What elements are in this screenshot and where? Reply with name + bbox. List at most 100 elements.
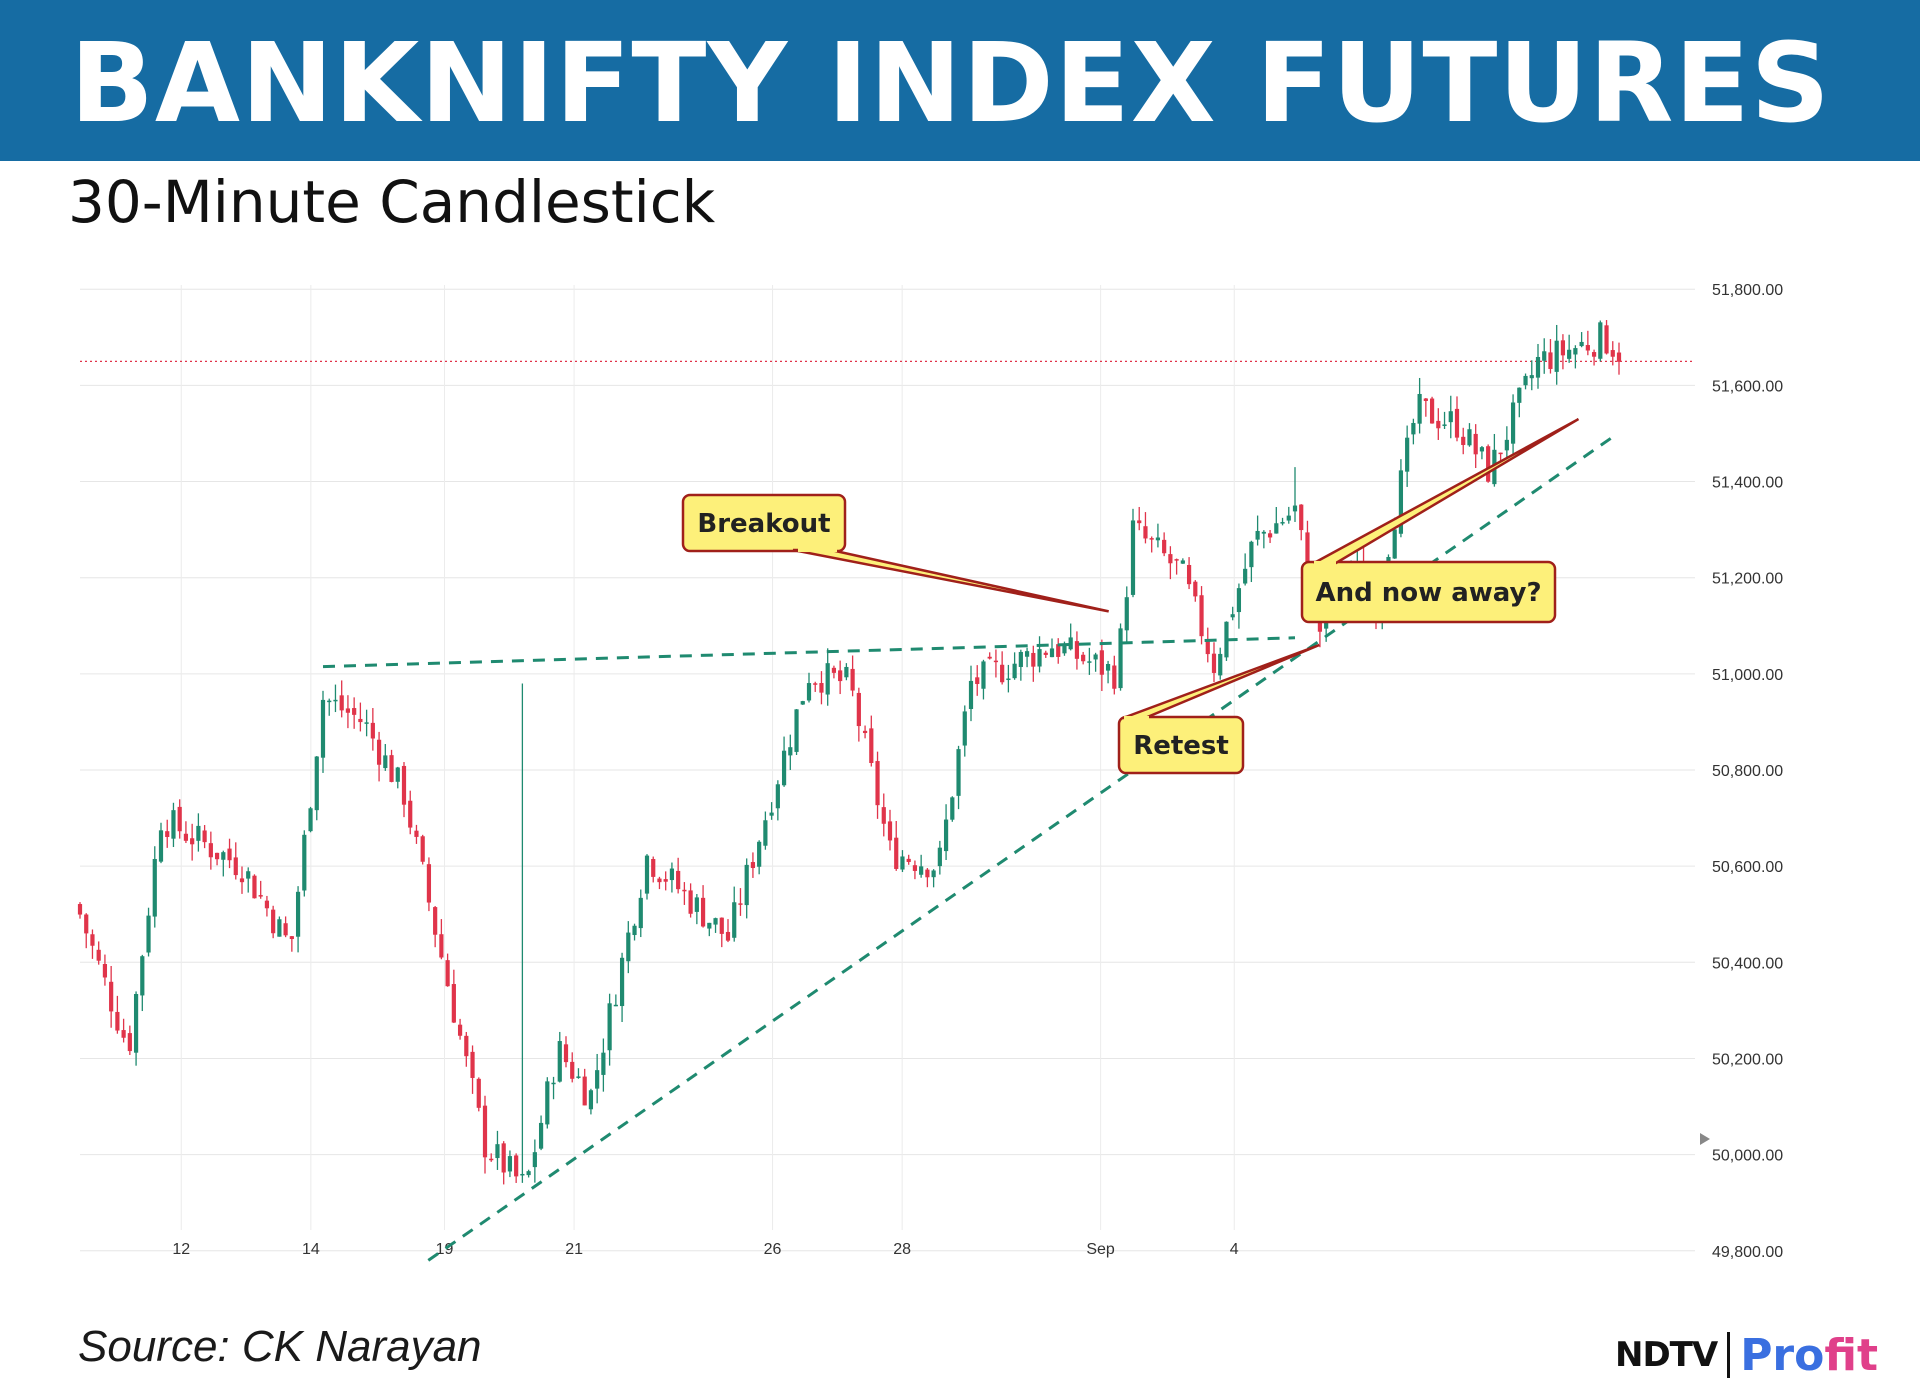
candle [931,869,936,888]
candle [1280,517,1285,526]
candle [271,905,276,939]
candle [595,1053,600,1104]
candle [439,919,444,960]
candle [327,698,332,716]
candle [190,823,195,861]
candle-body [1510,402,1516,444]
logo-profit: Profit [1740,1330,1878,1381]
candle [532,1139,537,1183]
candle-body [881,807,886,824]
candle [1405,425,1410,487]
candle [1274,506,1279,534]
candle-body [1137,520,1142,524]
candle [121,1018,126,1043]
callout-label: Breakout [697,509,830,539]
candle-body [314,756,319,811]
y-tick-label: 51,200.00 [1712,571,1783,588]
candle [1591,349,1597,366]
candle [358,702,363,732]
candle-body [732,902,737,938]
candle [1429,396,1435,424]
candle-body [395,767,400,782]
candle [127,1025,132,1055]
candle [1442,411,1447,430]
candle [663,871,668,891]
candle [208,831,213,870]
candle-body [1087,661,1092,663]
candle [850,655,855,697]
candle-body [1398,470,1404,534]
candle [376,731,382,782]
candle [1560,334,1566,370]
candle [1193,580,1198,602]
candle [894,821,899,871]
callout-label: Retest [1133,731,1229,761]
candle [725,919,731,943]
candle-body [190,838,195,845]
candle [1000,651,1005,685]
candle-body [1604,325,1609,354]
candle-body [1517,387,1522,403]
candle [1579,332,1584,348]
candle-body [850,668,855,691]
candle [1523,373,1528,390]
candle [1610,341,1615,366]
candle [1068,623,1073,651]
candle [794,709,799,756]
candle-body [1598,322,1603,359]
candle [1261,530,1266,549]
candle [426,857,432,912]
candle [925,868,930,888]
candle [333,684,338,713]
candle [950,796,955,822]
candle-body [1230,614,1235,618]
candle [719,917,724,948]
candle [214,852,220,866]
candle-body [968,680,974,709]
candle-body [831,667,837,673]
candle [1423,397,1428,417]
candle [887,809,893,851]
candle-body [1199,595,1204,637]
candle [1267,529,1273,544]
candle-body [750,862,756,869]
candle-body [925,869,930,878]
candle-body [345,708,351,713]
candle-body [133,994,139,1053]
callout-box [1117,715,1245,775]
candle [1535,343,1541,389]
candle-body [476,1078,481,1108]
candle-body [1143,526,1148,539]
candle-body [1585,345,1590,351]
candle-body [102,963,108,978]
candle-body [788,747,793,756]
candle-body [869,728,874,764]
candle-body [1473,433,1478,455]
candle [601,1038,606,1092]
candle-body [295,891,301,937]
candle-body [420,836,425,862]
candle-body [214,852,220,860]
candle [557,1031,562,1083]
candle [844,663,849,681]
candle [1149,536,1154,553]
candle [514,1153,519,1183]
candle [526,1169,531,1178]
candle [1043,650,1048,658]
candle-body [339,695,344,711]
candle [1093,652,1098,672]
candle [146,907,151,957]
trendline-resistance [322,636,1296,669]
candle-body [601,1052,606,1075]
candle-body [1043,652,1048,655]
candle-body [464,1035,469,1057]
candle [962,705,967,757]
candle [1510,394,1516,459]
callout-box [681,493,847,553]
candle [775,780,780,821]
candle [700,885,706,928]
candle-body [1255,530,1260,540]
candle-body [507,1156,513,1172]
candle [900,850,905,873]
candle [1211,642,1217,683]
